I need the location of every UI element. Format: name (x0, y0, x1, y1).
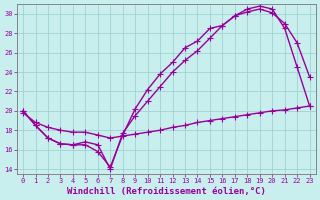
X-axis label: Windchill (Refroidissement éolien,°C): Windchill (Refroidissement éolien,°C) (67, 187, 266, 196)
